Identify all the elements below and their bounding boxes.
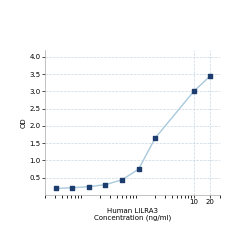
X-axis label: Human LILRA3
Concentration (ng/ml): Human LILRA3 Concentration (ng/ml) (94, 208, 171, 222)
Point (120, 178, 124, 182)
Point (87, 185, 91, 189)
Point (54, 186, 58, 190)
Point (104, 183, 108, 187)
Point (208, 74, 212, 78)
Y-axis label: OD: OD (21, 117, 27, 128)
Point (70, 186, 74, 190)
Point (153, 136, 157, 140)
Point (136, 167, 140, 171)
Point (192, 90, 196, 94)
